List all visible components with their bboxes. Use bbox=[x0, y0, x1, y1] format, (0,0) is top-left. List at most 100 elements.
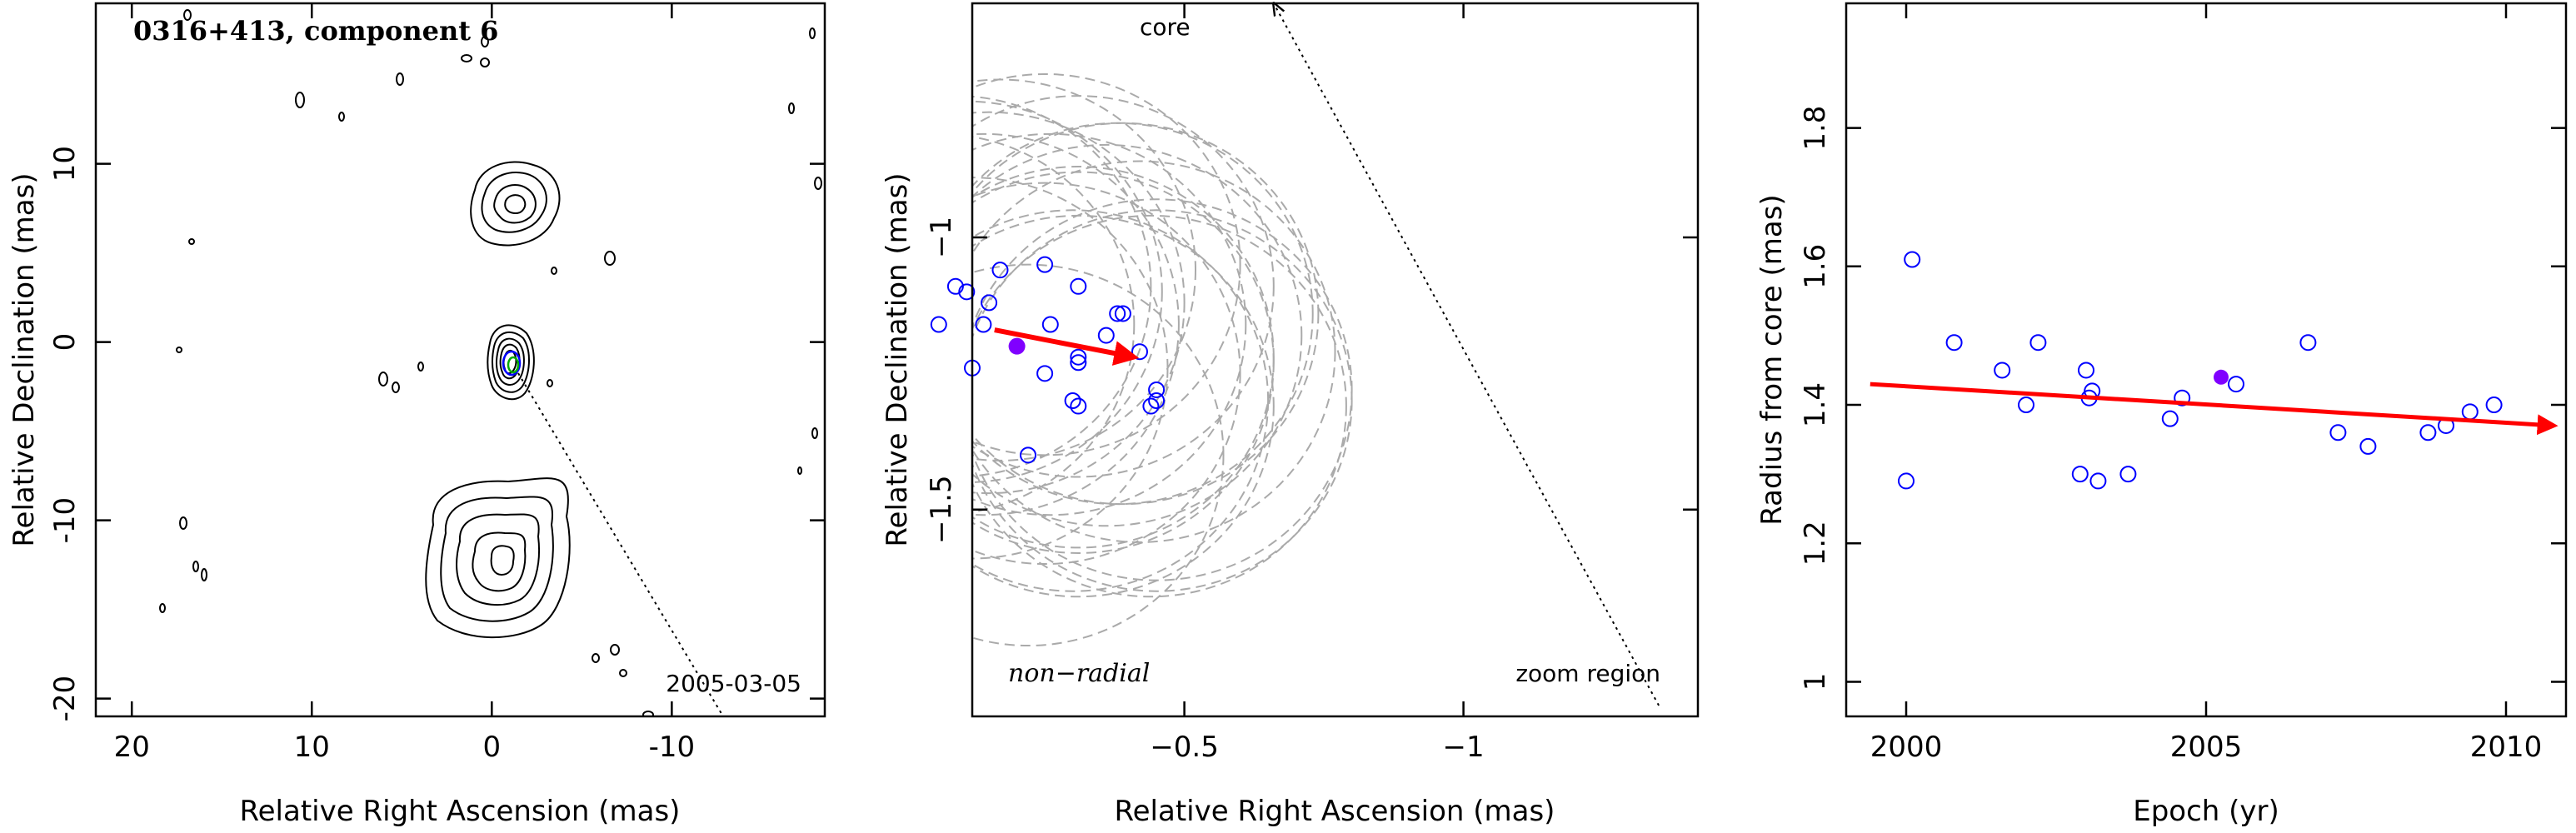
uncertainty-ellipse bbox=[972, 171, 1275, 554]
data-point bbox=[2299, 334, 2317, 352]
data-point bbox=[2089, 472, 2107, 490]
data-point bbox=[1097, 327, 1115, 344]
data-point bbox=[2419, 424, 2437, 441]
x-tick-label: -10 bbox=[649, 731, 696, 764]
panel1-x-axis-label: Relative Right Ascension (mas) bbox=[240, 795, 681, 828]
data-point bbox=[2461, 403, 2479, 421]
panel2-frame bbox=[971, 2, 1700, 718]
non-radial-label: non−radial bbox=[1008, 659, 1150, 688]
x-tick-label: 0 bbox=[482, 731, 501, 764]
contour-noise bbox=[159, 9, 822, 716]
data-point bbox=[1142, 397, 1160, 415]
data-point bbox=[2078, 362, 2094, 379]
component-ellipse-green bbox=[507, 356, 520, 374]
panel3-y-axis-label: Radius from core (mas) bbox=[1755, 194, 1789, 525]
zoom-region-label: zoom region bbox=[1515, 660, 1660, 687]
x-tick-label: −1 bbox=[1443, 731, 1485, 764]
data-point bbox=[1109, 305, 1126, 322]
data-point bbox=[958, 283, 976, 301]
y-tick-label: -20 bbox=[48, 676, 82, 722]
uncertainty-ellipse bbox=[972, 209, 1270, 592]
x-tick-label: 2000 bbox=[1870, 731, 1943, 764]
contour-layer bbox=[159, 9, 822, 716]
data-point bbox=[1904, 251, 1921, 268]
data-point bbox=[1036, 256, 1054, 273]
uncertainty-ellipse bbox=[972, 136, 1136, 513]
uncertainty-ellipse bbox=[972, 132, 1247, 516]
y-tick-label: 1.8 bbox=[1799, 106, 1832, 151]
uncertainty-ellipse bbox=[972, 111, 1186, 495]
uncertainty-ellipse bbox=[972, 100, 1163, 483]
data-point bbox=[975, 316, 992, 333]
y-tick-label: −1 bbox=[925, 217, 958, 258]
data-point bbox=[2161, 410, 2179, 427]
trend-arrow bbox=[1870, 382, 2559, 436]
x-tick-label: 2010 bbox=[2470, 731, 2543, 764]
uncertainty-ellipses bbox=[972, 73, 1353, 646]
panel2-points bbox=[930, 256, 1166, 464]
contour-core bbox=[487, 324, 535, 401]
data-point bbox=[2018, 397, 2034, 414]
panel1-y-axis-label: Relative Declination (mas) bbox=[7, 172, 41, 546]
data-point bbox=[930, 316, 947, 333]
data-point bbox=[2228, 376, 2244, 393]
uncertainty-ellipse bbox=[972, 177, 1169, 560]
core-direction-line bbox=[1274, 3, 1660, 706]
core-label: core bbox=[1140, 13, 1191, 41]
panel3-frame bbox=[1845, 2, 2568, 718]
data-point bbox=[2119, 466, 2137, 483]
data-point bbox=[1114, 305, 1131, 322]
data-point bbox=[1041, 316, 1059, 333]
panel1-ticks: 20 10 0 -10 -20 -10 0 10 bbox=[48, 3, 825, 764]
model-components bbox=[502, 350, 522, 377]
y-tick-label: 1.6 bbox=[1799, 244, 1832, 289]
panel3-points bbox=[1898, 251, 2503, 490]
x-tick-label: −0.5 bbox=[1150, 731, 1219, 764]
motion-arrow bbox=[994, 327, 1140, 366]
data-point bbox=[2329, 424, 2347, 441]
uncertainty-ellipse bbox=[972, 160, 1336, 543]
contour-blob-south bbox=[425, 477, 571, 639]
panel1-date-label: 2005-03-05 bbox=[666, 670, 801, 697]
uncertainty-ellipse bbox=[972, 122, 1320, 506]
y-tick-label: -10 bbox=[48, 497, 82, 544]
data-point bbox=[1070, 354, 1087, 372]
uncertainty-ellipse bbox=[972, 214, 1275, 598]
data-point bbox=[1036, 365, 1054, 382]
data-point bbox=[2174, 389, 2191, 407]
panel1-frame bbox=[94, 2, 826, 718]
data-point bbox=[1020, 446, 1036, 464]
data-point bbox=[1070, 348, 1087, 366]
data-point bbox=[946, 277, 964, 295]
data-point bbox=[1070, 397, 1087, 415]
highlight-point bbox=[2214, 369, 2229, 385]
uncertainty-ellipse bbox=[972, 78, 1196, 461]
data-point bbox=[1945, 334, 1963, 352]
uncertainty-ellipse bbox=[972, 214, 1347, 598]
component-ellipse-blue bbox=[502, 350, 522, 377]
uncertainty-ellipse bbox=[972, 95, 1275, 478]
x-tick-label: 20 bbox=[114, 731, 150, 764]
highlight-point bbox=[1008, 337, 1026, 355]
y-tick-label: 1 bbox=[1799, 673, 1832, 691]
data-point bbox=[2485, 397, 2503, 414]
data-point bbox=[1148, 381, 1166, 398]
data-point bbox=[1064, 392, 1081, 410]
uncertainty-ellipse bbox=[972, 143, 1303, 527]
uncertainty-ellipse bbox=[972, 209, 1353, 592]
y-tick-label: 0 bbox=[48, 333, 82, 352]
uncertainty-ellipse bbox=[972, 95, 1152, 477]
panel1-title: 0316+413, component 6 bbox=[133, 15, 498, 47]
uncertainty-ellipse bbox=[972, 263, 1225, 646]
panel2-ticks: −0.5 −1 −1 −1.5 bbox=[925, 3, 1698, 764]
y-tick-label: 1.2 bbox=[1799, 521, 1832, 566]
data-point bbox=[991, 262, 1009, 279]
data-point bbox=[2029, 334, 2047, 352]
x-tick-label: 2005 bbox=[2170, 731, 2243, 764]
panel3-x-axis-label: Epoch (yr) bbox=[2133, 795, 2279, 828]
panel-radius-vs-epoch: 2000 2005 2010 1 1.2 1.4 1.6 1.8 Epoch (yr) Rad… bbox=[1755, 2, 2568, 828]
y-tick-label: 10 bbox=[48, 146, 82, 182]
uncertainty-ellipse bbox=[972, 132, 1180, 516]
